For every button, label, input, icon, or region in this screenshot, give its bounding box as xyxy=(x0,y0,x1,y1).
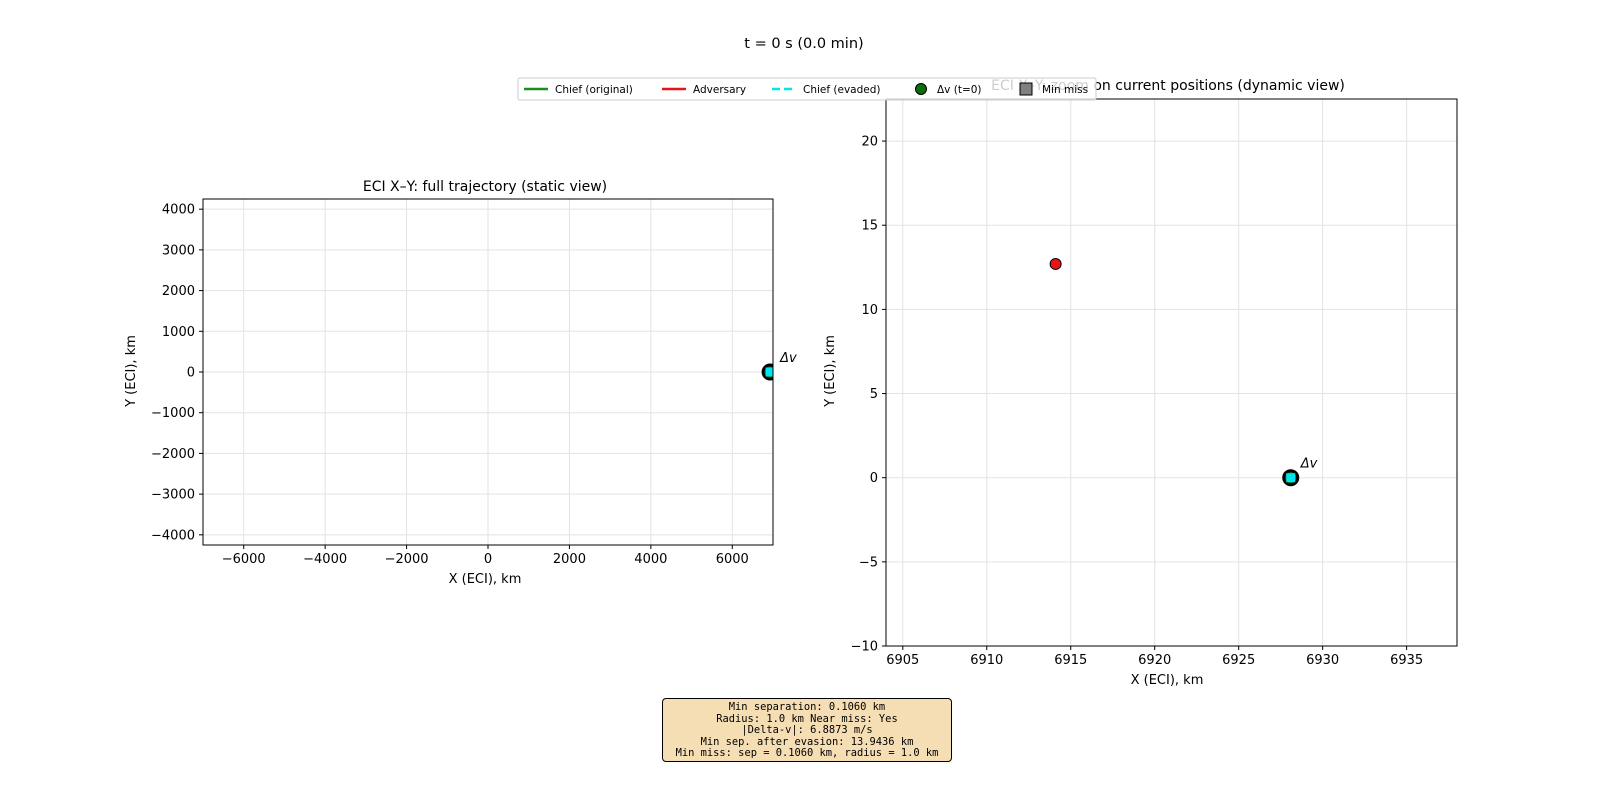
right-plot-xtick-label: 6925 xyxy=(1222,653,1255,668)
left-plot-ytick-label: 4000 xyxy=(162,203,195,218)
legend-label: Chief (evaded) xyxy=(803,84,881,96)
right-plot-ytick-label: 0 xyxy=(870,471,878,486)
left-plot-xtick-label: 2000 xyxy=(553,552,586,567)
left-plot-xtick-label: 6000 xyxy=(716,552,749,567)
stats-line: Min sep. after evasion: 13.9436 km xyxy=(700,735,914,748)
stats-box: Min separation: 0.1060 km Radius: 1.0 km… xyxy=(662,698,952,762)
left-plot-marks xyxy=(761,363,773,381)
left-plot-xtick-label: −6000 xyxy=(222,552,266,567)
right-plot-ytick-label: 20 xyxy=(861,135,878,150)
right-plot-xtick-label: 6920 xyxy=(1138,653,1171,668)
right-plot-xtick-label: 6935 xyxy=(1390,653,1423,668)
right-plot-ytick-label: 10 xyxy=(861,303,878,318)
right-plot-ylabel: Y (ECI), km xyxy=(823,335,838,408)
left-plot-ytick-label: 0 xyxy=(187,366,195,381)
left-plot-xlabel: X (ECI), km xyxy=(449,572,522,587)
legend-frame xyxy=(517,77,1097,101)
legend-label: Δv (t=0) xyxy=(937,84,982,96)
left-plot-ytick-label: −4000 xyxy=(151,528,195,543)
chief-evaded-position-point xyxy=(1286,473,1296,483)
left-plot-frame xyxy=(202,198,774,546)
left-plot-ytick-label: −3000 xyxy=(151,488,195,503)
adversary-position-point xyxy=(1049,257,1062,270)
left-plot-deltav-annotation: Δv xyxy=(779,351,797,366)
right-plot-ytick-label: 15 xyxy=(861,219,878,234)
stats-line: |Delta-v|: 6.8873 m/s xyxy=(741,724,873,737)
left-plot-ytick-label: 1000 xyxy=(162,325,195,340)
left-plot-ytick-label: 2000 xyxy=(162,284,195,299)
left-plot-ytick-label: 3000 xyxy=(162,243,195,258)
legend-label: Chief (original) xyxy=(555,84,633,96)
left-plot-ytick-label: −2000 xyxy=(151,447,195,462)
left-plot-xtick-label: 4000 xyxy=(634,552,667,567)
legend-label: Min miss xyxy=(1042,84,1088,96)
right-plot-xtick-label: 6930 xyxy=(1306,653,1339,668)
left-plot: ECI X–Y: full trajectory (static view) X… xyxy=(124,179,797,587)
right-plot-ytick-label: 5 xyxy=(870,387,878,402)
figure-suptitle: t = 0 s (0.0 min) xyxy=(744,36,863,52)
right-plot-ytick-label: −10 xyxy=(851,640,878,655)
legend: Chief (original) Adversary Chief (evaded) Δ… xyxy=(517,77,1097,101)
right-plot: ECI X–Y: zoom on current positions (dyna… xyxy=(823,78,1458,688)
chief-evaded-position-point xyxy=(765,367,773,377)
left-plot-ytick-label: −1000 xyxy=(151,406,195,421)
left-plot-ylabel: Y (ECI), km xyxy=(124,335,139,408)
right-plot-ytick-label: −5 xyxy=(859,555,878,570)
stats-line: Min separation: 0.1060 km xyxy=(728,701,886,713)
left-plot-xtick-label: −2000 xyxy=(385,552,429,567)
right-plot-xtick-label: 6915 xyxy=(1054,653,1087,668)
legend-handle-square xyxy=(1019,82,1033,96)
right-plot-deltav-annotation: Δv xyxy=(1300,457,1318,472)
left-plot-xtick-label: 0 xyxy=(484,552,492,567)
left-plot-title: ECI X–Y: full trajectory (static view) xyxy=(363,179,607,195)
stats-line: Radius: 1.0 km Near miss: Yes xyxy=(716,712,898,725)
legend-handle-circle xyxy=(915,83,927,95)
left-plot-xtick-label: −4000 xyxy=(303,552,347,567)
right-plot-marks xyxy=(1049,257,1300,487)
stats-line: Min miss: sep = 0.1060 km, radius = 1.0 … xyxy=(675,747,939,760)
right-plot-xtick-label: 6905 xyxy=(886,653,919,668)
right-plot-frame xyxy=(885,98,1458,647)
right-plot-xtick-label: 6910 xyxy=(970,653,1003,668)
right-plot-xlabel: X (ECI), km xyxy=(1131,673,1204,688)
legend-label: Adversary xyxy=(693,84,746,96)
